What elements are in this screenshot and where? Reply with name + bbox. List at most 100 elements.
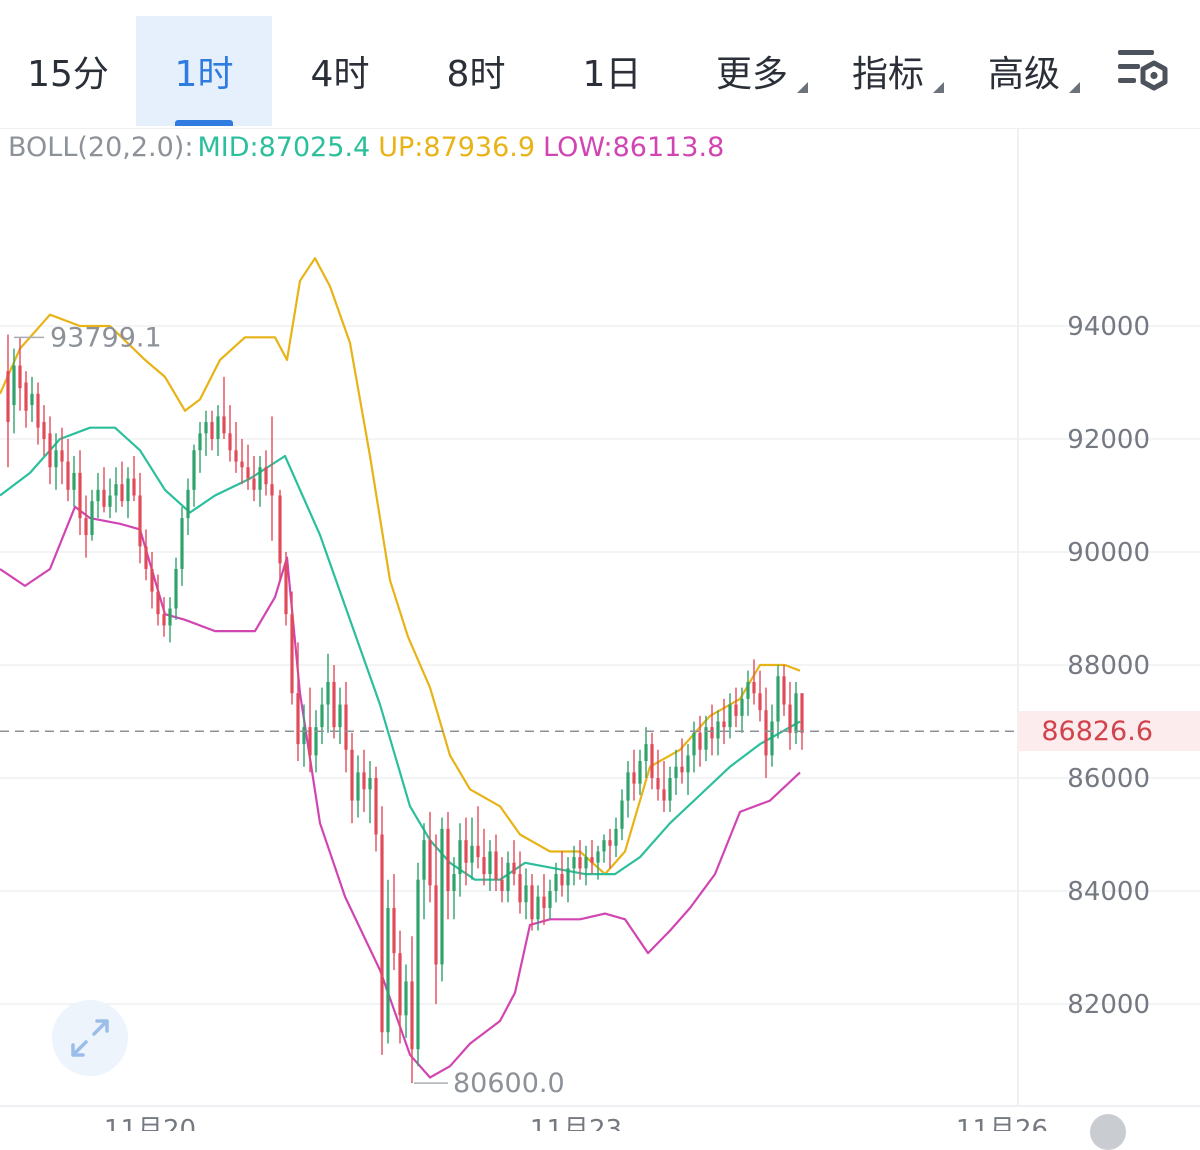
- candle-body: [36, 393, 40, 428]
- candle-body: [174, 568, 178, 609]
- candle-body: [138, 495, 142, 547]
- candle-body: [144, 546, 148, 569]
- candle-body: [30, 393, 34, 406]
- scroll-to-latest-button[interactable]: [1090, 1114, 1126, 1150]
- candle-body: [296, 693, 300, 745]
- boll-low-value: LOW:86113.8: [543, 132, 725, 163]
- candle-body: [96, 489, 100, 502]
- candle-body: [590, 857, 594, 863]
- tab-label: 1时: [174, 54, 234, 95]
- candle-body: [572, 857, 576, 869]
- candle-body: [476, 845, 480, 858]
- expand-chart-button[interactable]: [52, 1000, 128, 1076]
- candle-body: [668, 778, 672, 801]
- candle-body: [326, 681, 330, 705]
- high-price-label: 93799.1: [50, 322, 162, 353]
- candle-body: [344, 704, 348, 750]
- candle-body: [422, 840, 426, 880]
- candlestick-chart[interactable]: 94000 92000 90000 88000 86000 84000 82000 11月2…: [0, 128, 1200, 1131]
- candle-body: [680, 766, 684, 773]
- candle-body: [800, 693, 804, 733]
- candle-body: [554, 874, 558, 891]
- candle-body: [626, 772, 630, 801]
- candle-body: [494, 851, 498, 880]
- candle-body: [758, 693, 762, 711]
- candle-body: [416, 879, 420, 1050]
- candle-body: [204, 422, 208, 434]
- candle-body: [216, 416, 220, 439]
- candle-body: [308, 727, 312, 756]
- chart-settings-button[interactable]: [1112, 46, 1172, 98]
- candle-body: [614, 828, 618, 846]
- candle-body: [54, 450, 58, 468]
- active-tab-indicator: [175, 120, 233, 126]
- candle-body: [638, 761, 642, 784]
- candle-body: [356, 772, 360, 801]
- price-markers: 93799.1 80600.0: [0, 322, 1018, 1099]
- candle-body: [162, 614, 166, 626]
- candle-body: [482, 857, 486, 875]
- candle-body: [234, 450, 238, 462]
- candle-body: [90, 501, 94, 536]
- candle-body: [84, 518, 88, 536]
- candle-body: [674, 766, 678, 778]
- candle-body: [506, 862, 510, 891]
- candle-body: [542, 896, 546, 908]
- candle-body: [42, 422, 46, 439]
- boll-line-up: [0, 257, 801, 876]
- candle-body: [620, 800, 624, 829]
- candle-body: [710, 727, 714, 739]
- candle-body: [662, 789, 666, 801]
- candle-body: [794, 693, 798, 733]
- boll-line-mid: [0, 426, 801, 881]
- candle-body: [252, 478, 256, 490]
- candle-body: [752, 681, 756, 694]
- candle-body: [18, 365, 22, 389]
- tab-4h[interactable]: 4时: [272, 16, 408, 126]
- candles: [6, 334, 804, 1084]
- candle-body: [644, 744, 648, 762]
- candle-body: [686, 755, 690, 773]
- candle-body: [264, 467, 268, 485]
- candle-body: [722, 721, 726, 728]
- tab-label: 高级: [987, 54, 1060, 95]
- candle-body: [302, 727, 306, 745]
- tab-8h[interactable]: 8时: [408, 16, 544, 126]
- candle-body: [198, 433, 202, 451]
- candle-body: [428, 840, 432, 886]
- candle-body: [518, 874, 522, 903]
- candle-body: [210, 422, 214, 439]
- candle-body: [632, 772, 636, 784]
- candle-body: [66, 461, 70, 490]
- expand-arrows-icon: [71, 1019, 109, 1057]
- candle-body: [350, 749, 354, 801]
- grid-lines: [0, 128, 1200, 1107]
- candle-body: [108, 495, 112, 507]
- candle-body: [192, 450, 196, 490]
- candle-body: [596, 851, 600, 863]
- candle-body: [728, 704, 732, 728]
- tab-1h[interactable]: 1时: [136, 16, 272, 126]
- candle-body: [512, 862, 516, 875]
- tab-more-dropdown[interactable]: 更多: [700, 16, 808, 126]
- candle-body: [488, 851, 492, 875]
- candle-body: [114, 484, 118, 496]
- time-axis: 11月20 11月23 11月26: [104, 1115, 1048, 1131]
- tab-advanced-dropdown[interactable]: 高级: [972, 16, 1080, 126]
- candle-body: [362, 772, 366, 790]
- candle-body: [60, 450, 64, 462]
- tab-label: 8时: [446, 54, 506, 95]
- candle-body: [464, 840, 468, 863]
- candle-body: [320, 704, 324, 728]
- candle-body: [500, 879, 504, 891]
- candle-body: [740, 698, 744, 716]
- tab-1d[interactable]: 1日: [544, 16, 680, 126]
- candle-body: [338, 704, 342, 728]
- candle-body: [578, 857, 582, 869]
- candle-body: [246, 467, 250, 479]
- tab-15m[interactable]: 15分: [0, 16, 136, 126]
- candle-body: [150, 568, 154, 592]
- candle-body: [434, 885, 438, 965]
- tab-indicators-dropdown[interactable]: 指标: [836, 16, 944, 126]
- candle-body: [386, 907, 390, 1033]
